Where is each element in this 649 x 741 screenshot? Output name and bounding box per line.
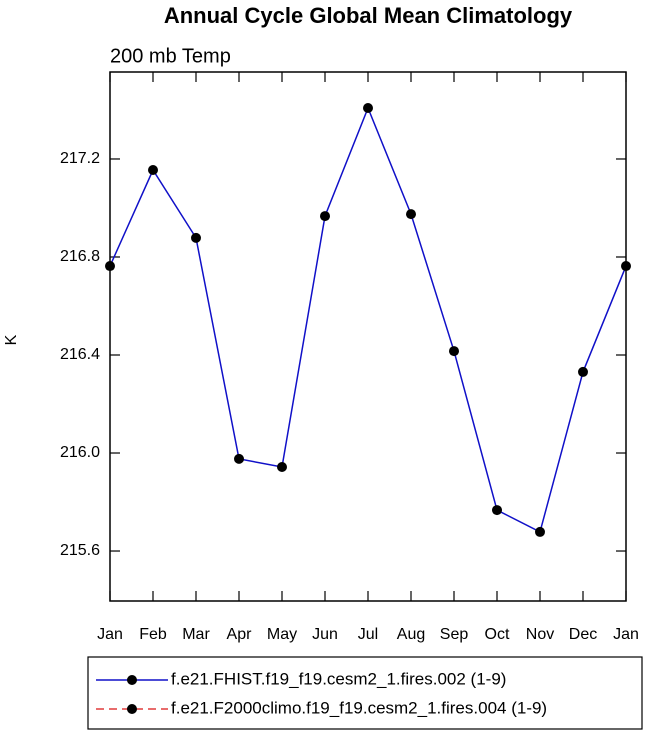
data-point xyxy=(148,165,158,176)
y-tick-label: 215.6 xyxy=(60,542,100,559)
data-point xyxy=(578,366,588,377)
data-point xyxy=(449,346,459,357)
x-tick-label: Jan xyxy=(613,626,639,643)
data-point xyxy=(320,211,330,222)
x-tick-label: Nov xyxy=(526,626,554,643)
x-tick-label: Mar xyxy=(182,626,210,643)
subtitle: 200 mb Temp xyxy=(110,45,231,67)
data-point xyxy=(492,505,502,516)
y-tick-label: 216.8 xyxy=(60,248,100,265)
y-axis-label: K xyxy=(3,334,20,345)
legend-label: f.e21.FHIST.f19_f19.cesm2_1.fires.002 (1… xyxy=(171,669,506,688)
x-tick-label: Jul xyxy=(358,626,378,643)
data-point xyxy=(105,261,115,272)
x-tick-label: Jun xyxy=(312,626,338,643)
legend-box xyxy=(87,656,643,730)
y-tick-label: 217.2 xyxy=(60,150,100,167)
x-tick-label: Sep xyxy=(440,626,469,643)
y-tick-label: 216.0 xyxy=(60,444,100,461)
data-point xyxy=(621,261,631,272)
data-point xyxy=(191,232,201,243)
chart-title: Annual Cycle Global Mean Climatology xyxy=(164,3,573,28)
y-tick-label: 216.4 xyxy=(60,346,100,363)
x-tick-label: Oct xyxy=(485,626,510,643)
plot-frame xyxy=(109,71,627,602)
x-tick-label: Dec xyxy=(569,626,597,643)
data-point xyxy=(277,461,287,472)
legend-label: f.e21.F2000climo.f19_f19.cesm2_1.fires.0… xyxy=(171,698,547,717)
x-tick-label: Apr xyxy=(227,626,253,643)
x-tick-label: Feb xyxy=(139,626,167,643)
data-point xyxy=(535,526,545,537)
x-tick-label: Aug xyxy=(397,626,425,643)
legend-marker xyxy=(127,704,137,714)
series-line xyxy=(109,106,627,533)
data-point xyxy=(234,453,244,464)
data-point xyxy=(406,209,416,220)
legend-marker xyxy=(127,675,137,685)
x-tick-label: May xyxy=(267,626,297,643)
data-point xyxy=(363,103,373,114)
x-tick-label: Jan xyxy=(97,626,123,643)
